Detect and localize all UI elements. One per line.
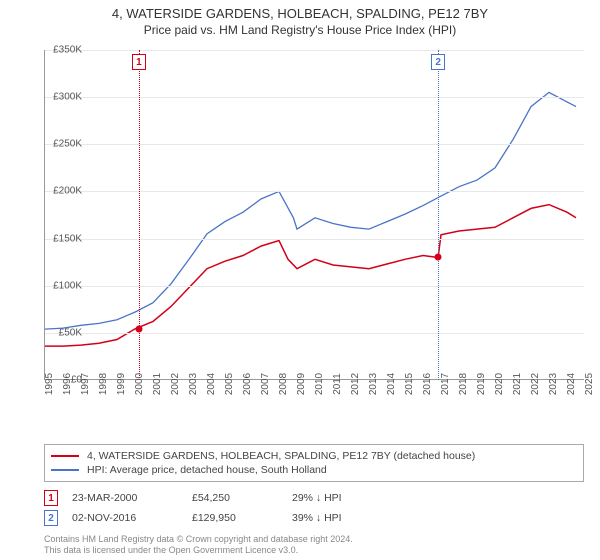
footer-text: Contains HM Land Registry data © Crown c…	[44, 534, 353, 557]
x-axis-label: 1995	[44, 373, 55, 395]
x-axis-label: 2013	[368, 373, 379, 395]
legend-box: 4, WATERSIDE GARDENS, HOLBEACH, SPALDING…	[44, 444, 584, 482]
x-axis-label: 2009	[296, 373, 307, 395]
x-axis-label: 2008	[278, 373, 289, 395]
x-axis-label: 2002	[170, 373, 181, 395]
x-axis-label: 2017	[440, 373, 451, 395]
sale-hpi: 39% ↓ HPI	[292, 512, 342, 524]
marker-line	[438, 50, 439, 380]
x-axis-label: 2010	[314, 373, 325, 395]
legend-swatch	[51, 469, 79, 471]
sale-marker-box: 2	[44, 510, 58, 526]
x-axis-label: 2014	[386, 373, 397, 395]
gridline-h	[45, 144, 584, 145]
gridline-h	[45, 333, 584, 334]
x-axis-label: 2016	[422, 373, 433, 395]
x-axis-label: 2000	[134, 373, 145, 395]
x-axis-label: 2012	[350, 373, 361, 395]
series-line-hpi	[45, 92, 576, 329]
sale-dot	[135, 325, 142, 332]
x-axis-label: 2023	[548, 373, 559, 395]
chart-area: 12 £0£50K£100K£150K£200K£250K£300K£350K1…	[44, 50, 584, 410]
y-axis-label: £150K	[53, 233, 82, 244]
y-axis-label: £350K	[53, 45, 82, 56]
sale-hpi: 29% ↓ HPI	[292, 492, 342, 504]
sale-dot	[435, 254, 442, 261]
x-axis-label: 2011	[332, 373, 343, 395]
x-axis-label: 2024	[566, 373, 577, 395]
x-axis-label: 1999	[116, 373, 127, 395]
x-axis-label: 2005	[224, 373, 235, 395]
x-axis-label: 2021	[512, 373, 523, 395]
series-line-property	[45, 205, 576, 347]
chart-subtitle: Price paid vs. HM Land Registry's House …	[0, 21, 600, 41]
sale-marker-box: 1	[44, 490, 58, 506]
x-axis-label: 1996	[62, 373, 73, 395]
x-axis-label: 2015	[404, 373, 415, 395]
chart-title: 4, WATERSIDE GARDENS, HOLBEACH, SPALDING…	[0, 0, 600, 21]
x-axis-label: 2001	[152, 373, 163, 395]
x-axis-label: 2003	[188, 373, 199, 395]
x-axis-label: 2006	[242, 373, 253, 395]
x-axis-label: 1998	[98, 373, 109, 395]
x-axis-label: 2018	[458, 373, 469, 395]
legend-row: HPI: Average price, detached house, Sout…	[51, 463, 577, 477]
sale-row: 2 02-NOV-2016£129,95039% ↓ HPI	[44, 508, 584, 528]
plot-region: 12	[44, 50, 584, 380]
sale-price: £129,950	[192, 512, 292, 524]
marker-box: 1	[132, 54, 146, 70]
footer-line2: This data is licensed under the Open Gov…	[44, 545, 353, 556]
line-layer	[45, 50, 585, 380]
y-axis-label: £50K	[59, 327, 82, 338]
sale-row: 1 23-MAR-2000£54,25029% ↓ HPI	[44, 488, 584, 508]
x-axis-label: 2020	[494, 373, 505, 395]
x-axis-label: 2025	[584, 373, 595, 395]
sale-date: 23-MAR-2000	[72, 492, 192, 504]
y-axis-label: £200K	[53, 186, 82, 197]
footer-line1: Contains HM Land Registry data © Crown c…	[44, 534, 353, 545]
legend-label: 4, WATERSIDE GARDENS, HOLBEACH, SPALDING…	[87, 450, 475, 462]
sale-price: £54,250	[192, 492, 292, 504]
gridline-h	[45, 50, 584, 51]
sale-date: 02-NOV-2016	[72, 512, 192, 524]
x-axis-label: 2019	[476, 373, 487, 395]
legend-swatch	[51, 455, 79, 457]
x-axis-label: 2004	[206, 373, 217, 395]
legend-row: 4, WATERSIDE GARDENS, HOLBEACH, SPALDING…	[51, 449, 577, 463]
x-axis-label: 1997	[80, 373, 91, 395]
x-axis-label: 2007	[260, 373, 271, 395]
y-axis-label: £300K	[53, 92, 82, 103]
legend-area: 4, WATERSIDE GARDENS, HOLBEACH, SPALDING…	[44, 444, 584, 528]
gridline-h	[45, 97, 584, 98]
x-axis-label: 2022	[530, 373, 541, 395]
marker-box: 2	[431, 54, 445, 70]
gridline-h	[45, 286, 584, 287]
y-axis-label: £100K	[53, 280, 82, 291]
legend-label: HPI: Average price, detached house, Sout…	[87, 464, 327, 476]
gridline-h	[45, 239, 584, 240]
gridline-h	[45, 191, 584, 192]
y-axis-label: £250K	[53, 139, 82, 150]
sales-rows: 1 23-MAR-2000£54,25029% ↓ HPI 2 02-NOV-2016…	[44, 488, 584, 528]
